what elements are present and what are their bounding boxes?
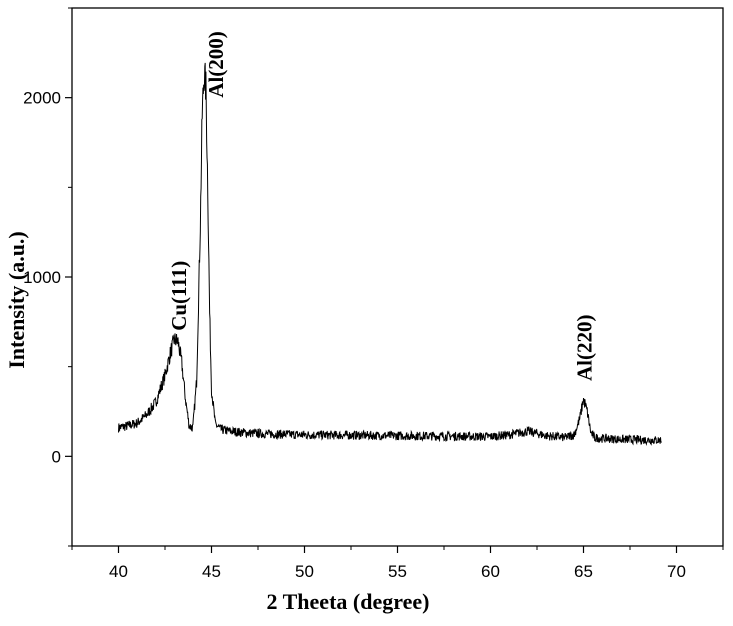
y-axis: 0 1000 2000 <box>23 7 72 547</box>
x-tick-label: 45 <box>202 562 221 581</box>
peak-label: Cu(111) <box>167 261 191 331</box>
x-tick-label: 50 <box>295 562 314 581</box>
peak-label: Al(220) <box>573 315 597 382</box>
peak-labels: Cu(111) Al(200) Al(220) <box>167 31 597 381</box>
x-tick-label: 40 <box>109 562 128 581</box>
x-tick-label: 60 <box>481 562 500 581</box>
x-axis-title: 2 Theeta (degree) <box>267 589 430 614</box>
x-axis: 40 45 50 55 60 65 70 <box>71 546 724 581</box>
x-tick-label: 65 <box>574 562 593 581</box>
y-tick-label: 2000 <box>23 89 61 108</box>
peak-label: Al(200) <box>204 31 228 98</box>
diffraction-pattern-line <box>118 62 663 447</box>
y-tick-label: 0 <box>52 447 61 466</box>
y-tick-label: 1000 <box>23 268 61 287</box>
x-tick-label: 70 <box>667 562 686 581</box>
y-axis-title: Intensity (a.u.) <box>4 231 29 369</box>
x-tick-label: 55 <box>388 562 407 581</box>
